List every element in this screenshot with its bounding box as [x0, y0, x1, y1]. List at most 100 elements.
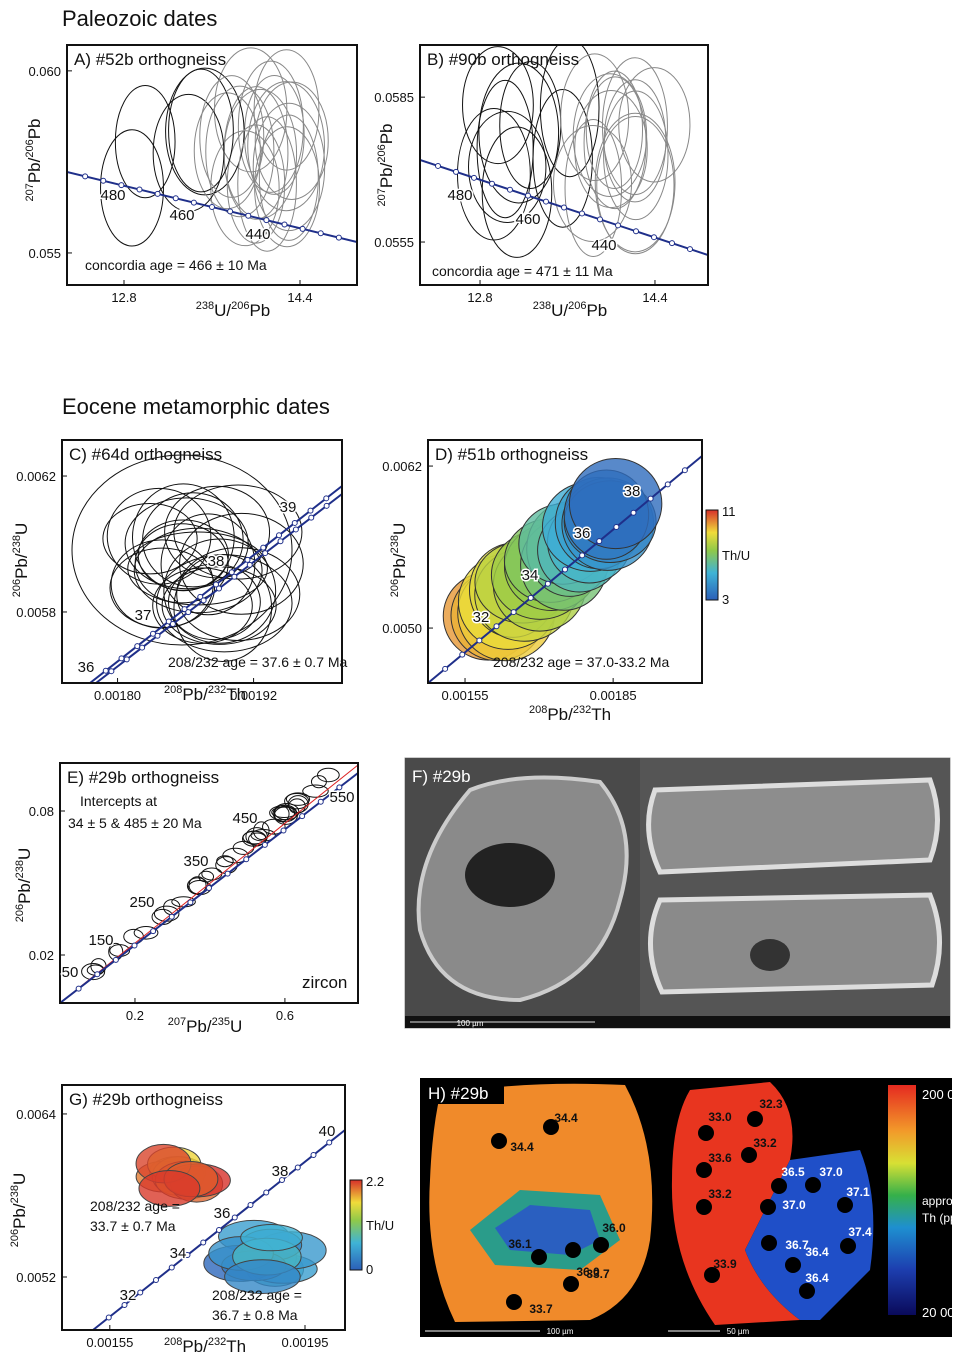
spot-label: 33.2 — [708, 1187, 732, 1201]
error-ellipse — [594, 112, 676, 253]
annotation: 36.7 ± 0.8 Ma — [212, 1307, 298, 1323]
spot-label: 36.4 — [805, 1271, 829, 1285]
axis-label-part: U/ — [214, 301, 231, 320]
axis-label-part: 235 — [212, 1016, 230, 1028]
concordia-marker — [453, 168, 459, 175]
colorbar-label: Th (ppm) — [922, 1211, 969, 1225]
concordia-marker — [317, 230, 324, 237]
y-tick-label: 0.0585 — [374, 90, 414, 105]
y-axis-label: 206Pb/238U — [9, 1173, 29, 1248]
error-ellipse — [273, 806, 298, 825]
concordia-marker — [245, 212, 252, 219]
spot-label: 37.0 — [819, 1165, 843, 1179]
error-ellipse — [254, 81, 329, 200]
error-ellipse — [176, 547, 301, 642]
concordia-marker — [525, 192, 531, 199]
concordia-marker — [669, 240, 675, 247]
age-label: 34 — [522, 567, 539, 584]
axis-label-part: 206 — [231, 300, 249, 312]
axis-label-part: U — [390, 523, 409, 535]
spot-label: 33.6 — [708, 1151, 732, 1165]
y-tick-label: 0.0062 — [16, 469, 56, 484]
plot-area — [428, 455, 702, 683]
scale-bar-label: 100 µm — [547, 1327, 574, 1336]
y-tick-label: 0.02 — [29, 948, 54, 963]
concordia-marker — [244, 556, 251, 563]
concordia-marker — [213, 581, 219, 588]
error-ellipse — [152, 93, 225, 212]
analysis-spot — [741, 1147, 757, 1163]
error-ellipse — [240, 1223, 303, 1252]
concordia-marker — [231, 1214, 238, 1221]
error-ellipse — [173, 553, 273, 662]
concordia-marker — [75, 985, 82, 992]
panel: 0.060 0.055 12.8 14.4 A) #52b orthogneiss 480… — [28, 44, 358, 305]
error-ellipse — [160, 513, 256, 616]
concordia-marker — [527, 594, 534, 601]
concordia-marker — [200, 597, 207, 604]
concordia-marker — [279, 1177, 285, 1183]
age-label: 450 — [232, 810, 257, 827]
analysis-spot — [696, 1162, 712, 1178]
concordia-marker — [134, 643, 141, 650]
age-label: 38 — [208, 553, 225, 570]
x-tick-label: 0.00155 — [442, 688, 489, 703]
error-ellipse — [564, 118, 623, 257]
concordia-marker — [105, 1314, 112, 1321]
panel: 0.0585 0.0555 12.8 14.4 B) #90b orthogneiss 4… — [374, 44, 709, 305]
axis-label-part: U — [10, 1173, 29, 1185]
analysis-spot — [698, 1125, 714, 1141]
concordia-marker — [336, 784, 343, 791]
concordia-marker — [184, 1252, 191, 1258]
concordia-marker — [294, 1164, 301, 1171]
error-ellipse — [137, 519, 229, 591]
concordia-marker — [544, 580, 551, 587]
x-axis-label: 238U/206Pb — [196, 300, 271, 320]
analysis-spot — [563, 1276, 579, 1292]
age-label: 40 — [319, 1123, 336, 1140]
concordia-marker — [206, 885, 212, 891]
concordia-marker — [291, 519, 298, 526]
concordia-marker — [435, 162, 441, 169]
x-tick-label: 0.00192 — [230, 688, 277, 703]
concordia-marker — [471, 174, 477, 181]
y-tick-label: 0.0062 — [382, 459, 422, 474]
annotation: Intercepts at — [80, 793, 157, 809]
axis-label-part: U/ — [551, 301, 568, 320]
concordia-marker — [172, 195, 179, 202]
error-ellipse — [601, 57, 668, 196]
axis-label-part: 238 — [9, 1185, 21, 1203]
x-tick-label: 14.4 — [642, 290, 667, 305]
concordia-marker — [216, 1227, 222, 1233]
x-axis-label: 208Pb/232Th — [164, 1336, 246, 1356]
axis-label-part: 238 — [14, 860, 26, 878]
concordia-marker — [562, 566, 568, 573]
plot-frame — [419, 44, 709, 286]
error-ellipse — [462, 46, 534, 165]
concordia-marker — [579, 552, 586, 559]
plot-area — [71, 454, 342, 683]
x-axis-label: 207Pb/235U — [168, 1016, 243, 1036]
colorbar-label: 11 — [722, 504, 736, 519]
concordia-marker — [561, 204, 567, 211]
error-ellipse — [572, 73, 648, 197]
panel-title: G) #29b orthogneiss — [69, 1090, 223, 1109]
concordia-marker — [227, 208, 234, 215]
concordia-marker — [299, 225, 306, 232]
axis-label-part: U — [230, 1017, 242, 1036]
concordia-marker — [82, 173, 89, 180]
axis-label-part: 238 — [196, 300, 214, 312]
concordia-marker — [579, 210, 585, 217]
error-ellipse — [205, 85, 275, 218]
colorbar-label: approx. — [922, 1194, 962, 1208]
concordia-marker — [137, 1289, 144, 1296]
concordia-marker — [102, 667, 109, 674]
concordia-marker — [94, 971, 101, 978]
spot-label: 36.0 — [576, 1265, 600, 1279]
panel-title: B) #90b orthogneiss — [427, 50, 579, 69]
age-label: 38 — [272, 1163, 289, 1180]
concordia-marker — [280, 827, 287, 834]
concordia-marker — [209, 204, 215, 210]
concordia-marker — [200, 1239, 207, 1246]
analysis-spot — [840, 1238, 856, 1254]
